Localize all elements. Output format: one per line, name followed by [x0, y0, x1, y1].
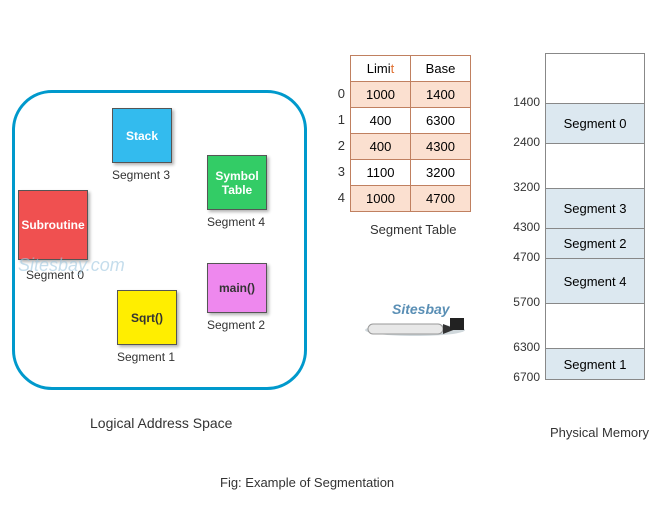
row-index: 1 — [330, 112, 345, 127]
table-row: 11003200 — [351, 160, 471, 186]
cell-limit: 400 — [351, 108, 411, 134]
phys-block: Segment 4 — [546, 259, 644, 304]
segment-box-2: Symbol Table — [207, 155, 267, 210]
segment-box-1: Stack — [112, 108, 172, 163]
table-row: 10004700 — [351, 186, 471, 212]
phys-tick: 1400 — [505, 95, 540, 109]
table-row: 4006300 — [351, 108, 471, 134]
phys-block — [546, 144, 644, 189]
row-index: 3 — [330, 164, 345, 179]
table-row: 4004300 — [351, 134, 471, 160]
phys-tick: 5700 — [505, 295, 540, 309]
logical-space-title: Logical Address Space — [90, 415, 232, 431]
cell-base: 6300 — [411, 108, 471, 134]
seg-table-header-base: Base — [411, 56, 471, 82]
phys-block: Segment 1 — [546, 349, 644, 379]
segment-box-3: main() — [207, 263, 267, 313]
phys-tick: 2400 — [505, 135, 540, 149]
phys-tick: 6300 — [505, 340, 540, 354]
sitesbay-pen-icon: Sitesbay — [360, 300, 470, 340]
row-index: 4 — [330, 190, 345, 205]
cell-base: 3200 — [411, 160, 471, 186]
watermark-text: Sitesbay.com — [18, 255, 125, 276]
segment-table: Limit Base 10001400400630040043001100320… — [350, 55, 471, 212]
row-index: 0 — [330, 86, 345, 101]
cell-limit: 1000 — [351, 82, 411, 108]
row-index: 2 — [330, 138, 345, 153]
phys-tick: 4300 — [505, 220, 540, 234]
table-row: 10001400 — [351, 82, 471, 108]
phys-block — [546, 304, 644, 349]
svg-text:Sitesbay: Sitesbay — [392, 301, 451, 317]
segment-table-caption: Segment Table — [370, 222, 457, 237]
segment-label-3: Segment 2 — [207, 318, 265, 332]
phys-block — [546, 54, 644, 104]
cell-base: 4300 — [411, 134, 471, 160]
phys-block: Segment 0 — [546, 104, 644, 144]
phys-tick: 3200 — [505, 180, 540, 194]
physical-memory: Segment 0 Segment 3Segment 2Segment 4 Segm… — [545, 53, 645, 380]
cell-limit: 1000 — [351, 186, 411, 212]
cell-base: 4700 — [411, 186, 471, 212]
cell-limit: 400 — [351, 134, 411, 160]
cell-base: 1400 — [411, 82, 471, 108]
phys-tick: 4700 — [505, 250, 540, 264]
phys-block: Segment 2 — [546, 229, 644, 259]
segment-box-4: Sqrt() — [117, 290, 177, 345]
segment-label-1: Segment 3 — [112, 168, 170, 182]
phys-block: Segment 3 — [546, 189, 644, 229]
segment-box-0: Subroutine — [18, 190, 88, 260]
figure-caption: Fig: Example of Segmentation — [220, 475, 394, 490]
seg-table-header-limit: Limit — [351, 56, 411, 82]
segment-label-4: Segment 1 — [117, 350, 175, 364]
physical-memory-title: Physical Memory — [550, 425, 649, 440]
phys-tick: 6700 — [505, 370, 540, 384]
segment-label-2: Segment 4 — [207, 215, 265, 229]
cell-limit: 1100 — [351, 160, 411, 186]
